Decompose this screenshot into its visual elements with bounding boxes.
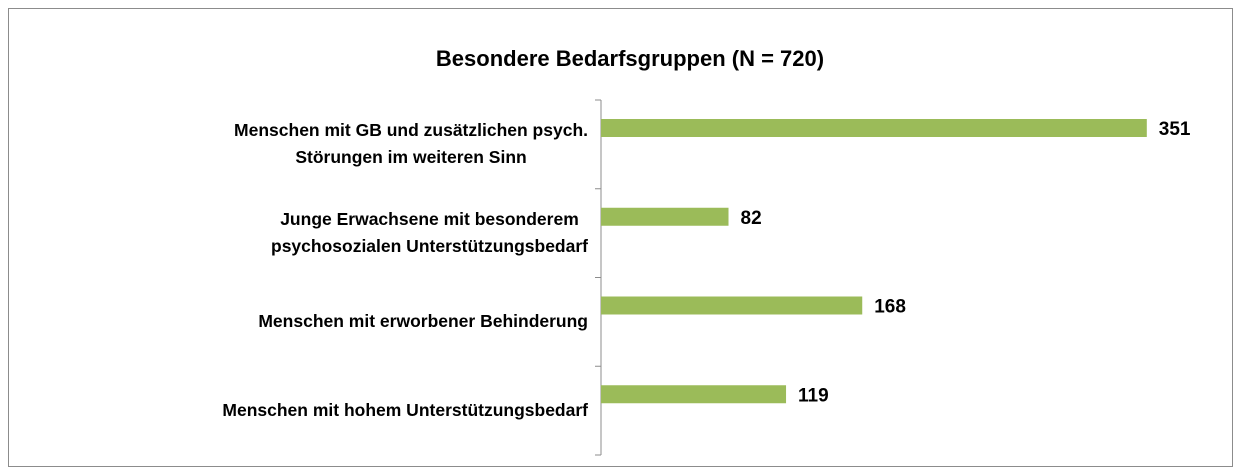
bar — [601, 296, 863, 315]
category-label: Menschen mit erworbener Behinderung — [258, 311, 588, 332]
bar — [601, 207, 729, 226]
data-label: 351 — [1159, 119, 1191, 140]
category-label: Menschen mit GB und zusätzlichen psych. … — [234, 120, 588, 168]
category-label-box: Junge Erwachsene mit besonderem psychoso… — [8, 189, 588, 278]
category-label-box: Menschen mit GB und zusätzlichen psych. … — [8, 100, 588, 189]
category-label: Menschen mit hohem Unterstützungsbedarf — [222, 400, 588, 421]
data-label: 82 — [741, 208, 762, 229]
chart-title: Besondere Bedarfsgruppen (N = 720) — [436, 46, 824, 71]
category-label: Junge Erwachsene mit besonderem psychoso… — [271, 209, 588, 257]
data-label: 168 — [874, 297, 906, 318]
bar — [601, 385, 787, 404]
bar — [601, 119, 1147, 137]
category-label-box: Menschen mit hohem Unterstützungsbedarf — [8, 366, 588, 455]
category-label-box: Menschen mit erworbener Behinderung — [8, 278, 588, 367]
data-label: 119 — [798, 385, 829, 406]
